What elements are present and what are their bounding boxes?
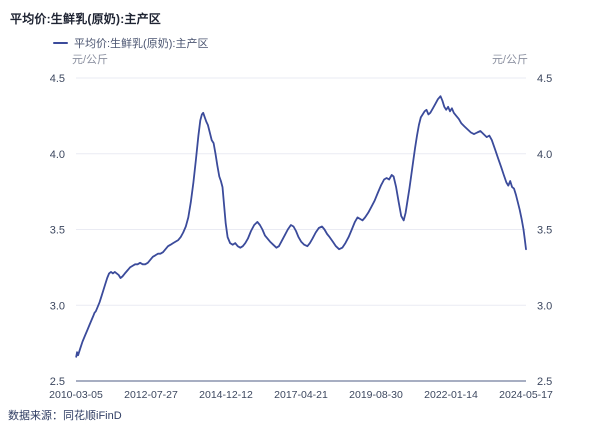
right-axis-unit: 元/公斤 xyxy=(491,54,528,66)
y-tick-label-left: 4.0 xyxy=(50,149,65,161)
y-tick-label-right: 4.5 xyxy=(537,73,552,85)
y-tick-label-right: 3.0 xyxy=(537,300,552,312)
y-tick-label-left: 2.5 xyxy=(50,376,65,388)
legend: 平均价:生鲜乳(原奶):主产区 xyxy=(53,35,208,51)
price-line xyxy=(75,95,527,358)
x-tick-label: 2014-12-12 xyxy=(199,389,253,401)
x-tick-label: 2022-01-14 xyxy=(424,389,478,401)
source-note: 数据来源：同花顺iFinD xyxy=(8,410,122,422)
x-tick-label: 2024-05-17 xyxy=(499,389,553,401)
x-tick-label: 2010-03-05 xyxy=(49,389,103,401)
x-tick-label: 2019-08-30 xyxy=(349,389,403,401)
y-tick-label-left: 3.5 xyxy=(50,225,65,237)
y-tick-label-right: 2.5 xyxy=(537,376,552,388)
y-tick-label-right: 4.0 xyxy=(537,149,552,161)
y-tick-label-left: 4.5 xyxy=(50,73,65,85)
left-axis-unit: 元/公斤 xyxy=(72,54,109,66)
y-tick-label-left: 3.0 xyxy=(50,300,65,312)
x-tick-label: 2012-07-27 xyxy=(124,389,178,401)
legend-marker-line xyxy=(53,41,68,45)
legend-label: 平均价:生鲜乳(原奶):主产区 xyxy=(74,38,209,50)
x-tick-label: 2017-04-21 xyxy=(274,389,328,401)
y-tick-label-right: 3.5 xyxy=(537,225,552,237)
chart-title: 平均价:生鲜乳(原奶):主产区 xyxy=(10,12,161,26)
